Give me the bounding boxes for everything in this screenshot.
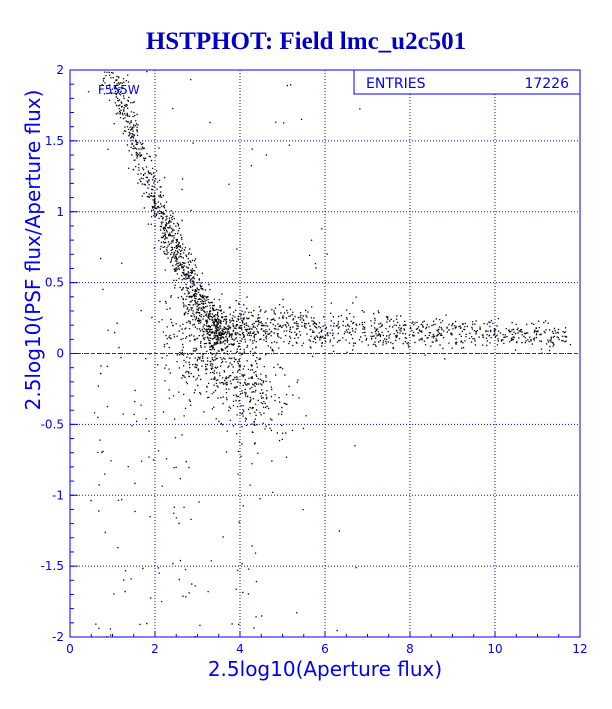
y-tick-label: 0 bbox=[56, 347, 64, 361]
y-tick-label: 2 bbox=[56, 63, 64, 77]
chart-title: HSTPHOT: Field lmc_u2c501 bbox=[146, 28, 466, 55]
x-tick-label: 12 bbox=[572, 642, 587, 656]
data-points bbox=[87, 71, 572, 638]
axis-ticks: 0 2 4 6 8 10 12 -2 -1.5 -1 -0.5 0 0.5 1 1.5 2 bbox=[41, 63, 588, 656]
y-tick-label: -0.5 bbox=[41, 417, 64, 431]
filter-label: F555W bbox=[98, 83, 140, 97]
y-tick-label: -2 bbox=[52, 630, 64, 644]
y-tick-label: -1 bbox=[52, 488, 64, 502]
x-tick-label: 8 bbox=[406, 642, 414, 656]
y-tick-label: 1.5 bbox=[45, 134, 64, 148]
x-axis-label: 2.5log10(Aperture flux) bbox=[208, 657, 442, 681]
x-tick-label: 6 bbox=[321, 642, 329, 656]
y-tick-label: 1 bbox=[56, 205, 64, 219]
y-axis-label: 2.5log10(PSF flux/Aperture flux) bbox=[21, 90, 45, 411]
scatter-points-path bbox=[87, 71, 572, 638]
stats-entries-value: 17226 bbox=[524, 76, 569, 92]
stats-entries-label: ENTRIES bbox=[366, 76, 426, 92]
x-tick-label: 10 bbox=[487, 642, 502, 656]
y-tick-label: -1.5 bbox=[41, 559, 64, 573]
x-tick-label: 0 bbox=[66, 642, 74, 656]
stats-box: ENTRIES 17226 bbox=[353, 69, 581, 95]
stats-box-frame bbox=[353, 69, 581, 95]
x-tick-label: 4 bbox=[236, 642, 244, 656]
x-tick-label: 2 bbox=[151, 642, 159, 656]
y-tick-label: 0.5 bbox=[45, 276, 64, 290]
